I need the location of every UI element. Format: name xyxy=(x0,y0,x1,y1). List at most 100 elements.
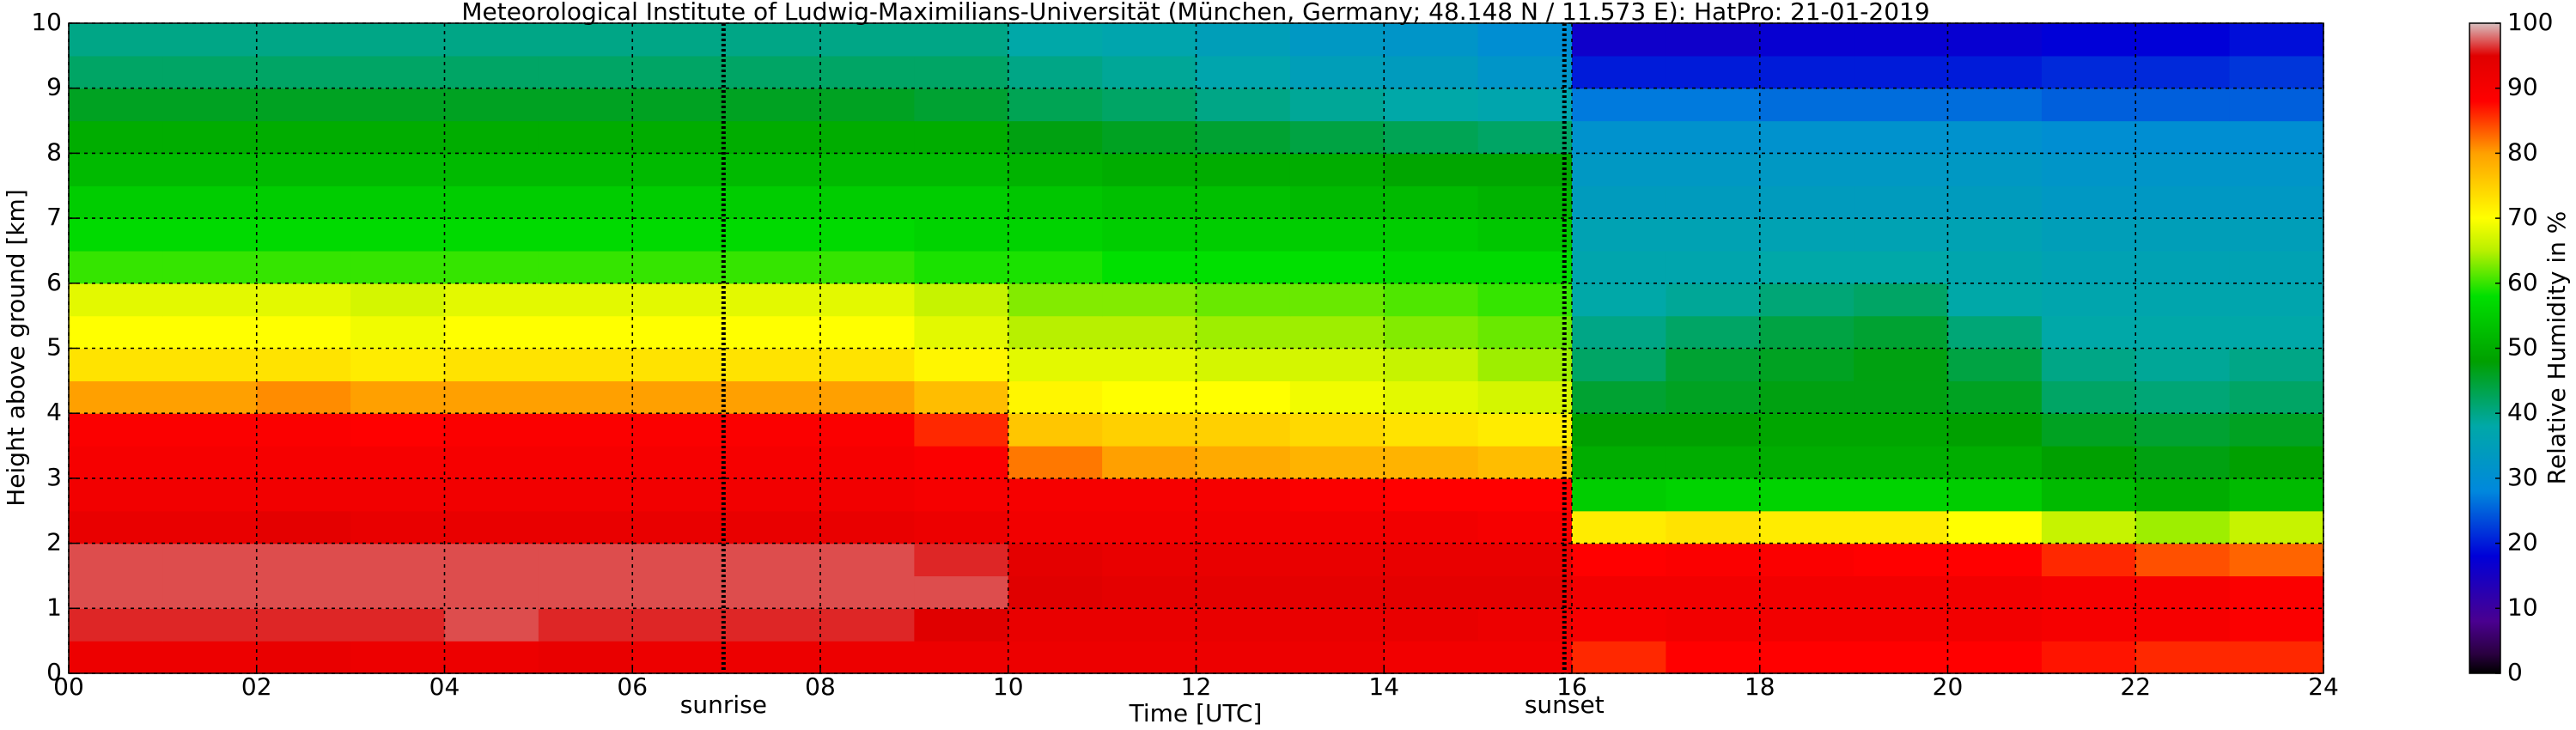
event-label: sunset xyxy=(1525,690,1605,719)
heatmap-cell xyxy=(1854,250,1949,284)
heatmap-cell xyxy=(1759,315,1854,350)
heatmap-cell xyxy=(1759,446,1854,479)
heatmap-cell xyxy=(69,55,163,89)
heatmap-cell xyxy=(2135,543,2231,577)
heatmap-cell xyxy=(350,543,446,577)
heatmap-cell xyxy=(1384,23,1479,57)
heatmap-cell xyxy=(1102,153,1197,186)
heatmap-cell xyxy=(444,218,539,252)
heatmap-cell xyxy=(256,218,351,252)
heatmap-cell xyxy=(256,348,351,381)
heatmap-cell xyxy=(444,120,539,154)
heatmap-cell xyxy=(1947,510,2043,544)
x-tick-label: 10 xyxy=(993,672,1024,701)
y-tick-label: 7 xyxy=(46,203,62,231)
heatmap-cell xyxy=(2041,55,2136,89)
heatmap-cell xyxy=(1477,23,1573,57)
heatmap-cell xyxy=(1196,380,1291,414)
heatmap-cell xyxy=(538,55,633,89)
x-tick-label: 16 xyxy=(1556,672,1587,701)
heatmap-cell xyxy=(1384,413,1479,447)
heatmap-cell xyxy=(914,543,1009,577)
heatmap-cell xyxy=(2229,153,2324,186)
heatmap-cell xyxy=(69,120,163,154)
heatmap-cell xyxy=(1289,315,1385,350)
colorbar-tick-label: 50 xyxy=(2507,333,2538,362)
heatmap-cell xyxy=(1947,283,2043,317)
heatmap-cell xyxy=(726,380,821,414)
heatmap-cell xyxy=(162,510,258,544)
heatmap-cell xyxy=(538,153,633,186)
heatmap-cell xyxy=(256,120,351,154)
heatmap-cell xyxy=(914,250,1009,284)
heatmap-cell xyxy=(444,88,539,122)
y-tick-label: 6 xyxy=(46,268,62,296)
heatmap-cell xyxy=(162,186,258,219)
heatmap-cell xyxy=(1666,315,1761,350)
heatmap-cell xyxy=(1477,380,1573,414)
heatmap-cell xyxy=(914,153,1009,186)
heatmap-cell xyxy=(1477,315,1573,350)
heatmap-cell xyxy=(444,510,539,544)
heatmap-cell xyxy=(162,283,258,317)
x-tick-label: 02 xyxy=(241,672,272,701)
heatmap-cell xyxy=(1666,120,1761,154)
heatmap-cell xyxy=(1102,55,1197,89)
colorbar-tick-label: 0 xyxy=(2507,658,2523,686)
heatmap-cell xyxy=(2135,315,2231,350)
heatmap-cell xyxy=(69,218,163,252)
heatmap-cell xyxy=(2229,413,2324,447)
heatmap-cell xyxy=(1008,380,1103,414)
heatmap-cell xyxy=(1666,608,1761,642)
heatmap-cell xyxy=(1572,186,1666,219)
heatmap-cell xyxy=(1289,250,1385,284)
heatmap-cell xyxy=(820,153,915,186)
heatmap-cell xyxy=(2229,218,2324,252)
heatmap-cell xyxy=(1947,348,2043,381)
heatmap-cell xyxy=(1102,348,1197,381)
heatmap-cell xyxy=(256,641,351,674)
heatmap-cell xyxy=(1008,283,1103,317)
heatmap-cell xyxy=(350,55,446,89)
heatmap-cell xyxy=(1102,380,1197,414)
heatmap-cell xyxy=(726,55,821,89)
heatmap-cell xyxy=(1196,88,1291,122)
heatmap-cell xyxy=(1102,186,1197,219)
heatmap-cell xyxy=(2041,23,2136,57)
heatmap-cell xyxy=(1947,315,2043,350)
heatmap-cell xyxy=(1759,380,1854,414)
heatmap-cell xyxy=(2041,120,2136,154)
heatmap-cell xyxy=(2041,641,2136,674)
heatmap-cell xyxy=(914,283,1009,317)
heatmap-cell xyxy=(1477,413,1573,447)
heatmap-cell xyxy=(820,283,915,317)
heatmap-cell xyxy=(1666,218,1761,252)
heatmap-cell xyxy=(2135,120,2231,154)
heatmap-cell xyxy=(914,186,1009,219)
heatmap-cell xyxy=(350,575,446,609)
heatmap-cell xyxy=(1102,88,1197,122)
heatmap-cell xyxy=(1289,348,1385,381)
heatmap-cell xyxy=(2041,348,2136,381)
heatmap-cell xyxy=(1666,543,1761,577)
heatmap-cell xyxy=(1102,543,1197,577)
heatmap-cell xyxy=(1854,413,1949,447)
heatmap-cell xyxy=(1102,575,1197,609)
heatmap-cell xyxy=(820,413,915,447)
heatmap-cell xyxy=(1008,543,1103,577)
heatmap-cell xyxy=(444,55,539,89)
heatmap-cell xyxy=(726,608,821,642)
heatmap-cell xyxy=(2135,23,2231,57)
heatmap-cell xyxy=(820,446,915,479)
heatmap-cell xyxy=(1477,250,1573,284)
heatmap-cell xyxy=(1477,88,1573,122)
y-tick-label: 4 xyxy=(46,398,62,426)
heatmap-cell xyxy=(726,641,821,674)
heatmap-cell xyxy=(1854,446,1949,479)
heatmap-cell xyxy=(1008,23,1103,57)
heatmap-cell xyxy=(1759,88,1854,122)
heatmap-cell xyxy=(538,283,633,317)
heatmap-cell xyxy=(444,348,539,381)
heatmap-cell xyxy=(1572,88,1666,122)
heatmap-cell xyxy=(444,250,539,284)
